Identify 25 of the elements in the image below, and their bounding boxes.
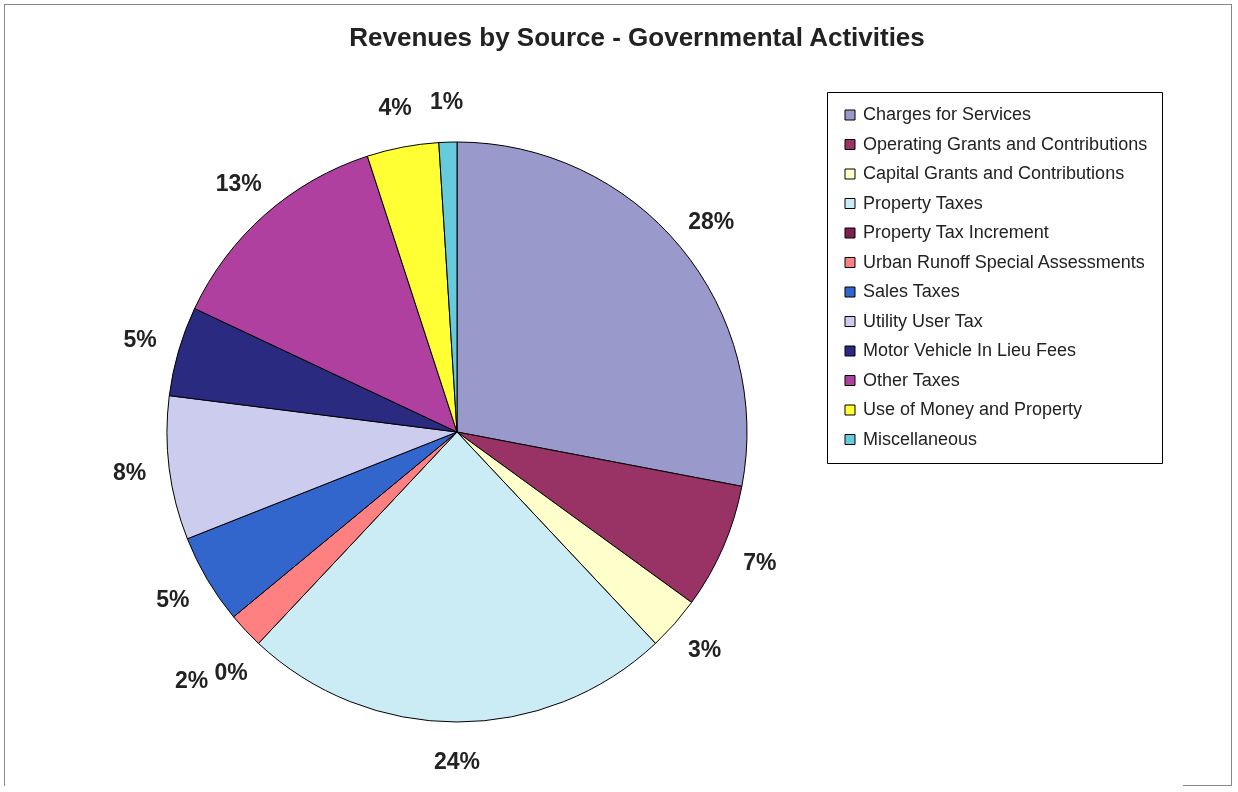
data-label: 1%: [430, 88, 464, 115]
data-label: 3%: [687, 636, 722, 663]
legend-label: Miscellaneous: [863, 428, 978, 449]
legend-label: Other Taxes: [863, 369, 960, 390]
chart-title: Revenues by Source - Governmental Activities: [349, 22, 925, 53]
text: 0%: [214, 658, 248, 685]
data-label: 2%: [175, 667, 209, 694]
legend-label: Property Taxes: [863, 192, 983, 213]
legend-label: Property Tax Increment: [863, 222, 1049, 242]
data-label: 24%: [433, 748, 481, 774]
data-label: 28%: [688, 207, 735, 234]
legend-label: Motor Vehicle In Lieu Fees: [863, 340, 1077, 360]
legend-label: Operating Grants and Contributions: [863, 133, 1148, 154]
legend-label: Utility User Tax: [863, 310, 983, 331]
legend-label: Use of Money and Property: [863, 399, 1083, 419]
data-label: 7%: [743, 549, 777, 576]
legend-label: Capital Grants and Contributions: [863, 163, 1125, 183]
data-label: 8%: [112, 459, 147, 486]
legend-label: Charges for Services: [863, 104, 1032, 124]
data-label: 5%: [156, 585, 190, 612]
data-label: 4%: [378, 93, 412, 120]
data-label: 13%: [215, 170, 262, 197]
legend-label: Sales Taxes: [863, 281, 960, 301]
legend-label: Urban Runoff Special Assessments: [863, 251, 1145, 272]
data-label: 5%: [123, 325, 157, 352]
